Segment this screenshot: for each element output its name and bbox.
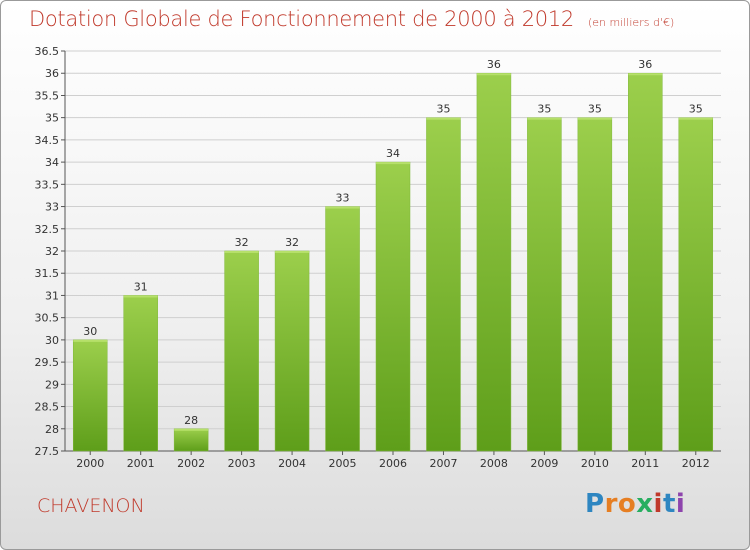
bar: [274, 250, 310, 452]
bar-highlight: [275, 251, 310, 253]
bar: [72, 339, 108, 452]
y-tick-label: 34: [45, 156, 59, 169]
y-tick-label: 30.5: [35, 312, 60, 325]
x-tick-label: 2002: [177, 457, 205, 470]
y-tick-label: 27.5: [35, 445, 60, 458]
data-label: 35: [588, 103, 602, 116]
data-label: 32: [235, 236, 249, 249]
bar: [224, 250, 259, 452]
data-label: 31: [134, 280, 148, 293]
logo-letter: i: [675, 489, 686, 519]
x-tick-label: 2000: [76, 457, 104, 470]
x-tick-label: 2012: [682, 457, 710, 470]
y-tick-label: 35.5: [35, 89, 60, 102]
bar: [476, 72, 512, 452]
x-tick-label: 2006: [379, 457, 407, 470]
y-tick-label: 28: [45, 423, 59, 436]
logo-letter: t: [662, 489, 676, 519]
bars: [72, 72, 714, 452]
data-label: 32: [285, 236, 299, 249]
x-tick-label: 2001: [127, 457, 155, 470]
x-tick-label: 2004: [278, 457, 306, 470]
data-label: 34: [386, 147, 400, 160]
logo-letter: r: [604, 489, 618, 519]
bar-highlight: [678, 117, 713, 120]
x-tick-labels: 2000 2001 2002 2003 2004 2005 2006 2007 2008 2009…: [76, 457, 710, 470]
y-tick-label: 32: [45, 245, 59, 258]
y-tick-label: 28.5: [35, 401, 60, 414]
bar: [577, 117, 613, 452]
x-tick-label: 2008: [480, 457, 508, 470]
x-tick-label: 2009: [530, 457, 558, 470]
bar-highlight: [527, 117, 562, 120]
value-labels: 30 31 28 32 32 33 34 35 36 35 35 36 35: [83, 58, 703, 427]
y-tick-label: 29: [45, 378, 59, 391]
bar: [375, 161, 411, 452]
proxiti-logo[interactable]: Proxiti: [585, 489, 685, 519]
y-tick-label: 31.5: [35, 267, 60, 280]
bar: [628, 72, 663, 452]
bar-highlight: [174, 428, 209, 431]
x-tick-label: 2005: [329, 457, 357, 470]
data-label: 35: [537, 103, 551, 116]
data-label: 36: [487, 58, 501, 71]
bar-highlight: [577, 117, 612, 120]
data-label: 35: [689, 103, 703, 116]
y-tick-label: 29.5: [35, 356, 60, 369]
x-tick-label: 2003: [228, 457, 256, 470]
data-label: 36: [638, 58, 652, 71]
bar: [678, 117, 714, 452]
y-tick-label: 33.5: [35, 178, 60, 191]
y-tick-label: 30: [45, 334, 59, 347]
bar-highlight: [325, 206, 360, 209]
chart-title-block: Dotation Globale de Fonctionnement de 20…: [29, 7, 674, 31]
chart-title: Dotation Globale de Fonctionnement de 20…: [29, 7, 574, 31]
bar: [325, 206, 360, 452]
bar: [123, 295, 158, 452]
y-tick-label: 31: [45, 289, 59, 302]
logo-letter: i: [653, 489, 663, 519]
bar-highlight: [376, 162, 410, 165]
y-tick-label: 35: [45, 112, 59, 125]
y-tick-label: 33: [45, 201, 59, 214]
chart-unit: (en milliers d'€): [587, 16, 675, 29]
bar: [173, 428, 209, 452]
bar-highlight: [476, 73, 511, 76]
data-label: 30: [83, 325, 97, 338]
logo-letter: P: [585, 489, 605, 519]
bar-highlight: [426, 117, 461, 120]
logo-letter: x: [636, 489, 654, 519]
y-tick-label: 36.5: [35, 45, 60, 58]
commune-name: CHAVENON: [37, 495, 145, 517]
bar-highlight: [73, 339, 108, 342]
bar-highlight: [123, 295, 158, 298]
x-tick-label: 2011: [631, 457, 659, 470]
bar-highlight: [224, 251, 259, 253]
logo-letter: o: [617, 489, 637, 519]
bar: [527, 117, 562, 452]
x-tick-label: 2010: [581, 457, 609, 470]
data-label: 35: [436, 103, 450, 116]
y-tick-label: 36: [45, 67, 59, 80]
y-tick-label: 32.5: [35, 223, 60, 236]
y-tick-label: 34.5: [35, 134, 60, 147]
bar: [426, 117, 461, 452]
x-tick-label: 2007: [429, 457, 457, 470]
data-label: 28: [184, 414, 198, 427]
data-label: 33: [336, 192, 350, 205]
y-tick-labels: 27.5 28 28.5 29 29.5 30 30.5 31 31.5 32 32.5 33 33.5…: [35, 45, 60, 458]
bar-highlight: [628, 73, 663, 76]
